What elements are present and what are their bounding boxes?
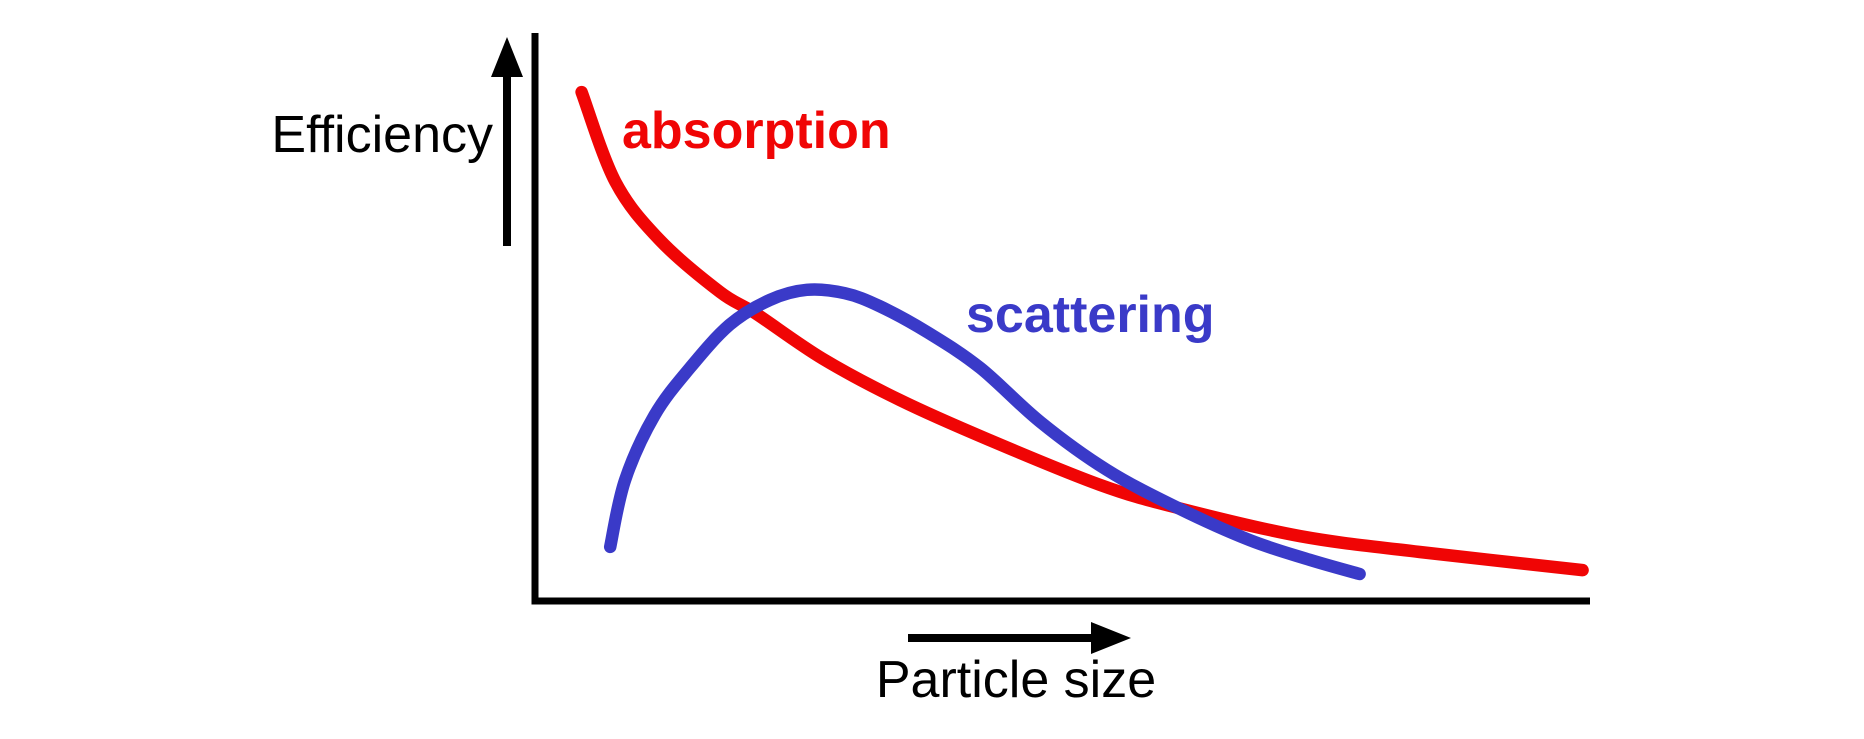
y-axis-label: Efficiency (271, 106, 493, 164)
absorption-curve (575, 85, 1589, 577)
x-axis-arrow (908, 622, 1131, 654)
scattering-curve-label: scattering (966, 286, 1215, 344)
absorption-curve-label: absorption (622, 102, 891, 160)
x-axis-label: Particle size (876, 651, 1156, 709)
x-arrow-head-icon (1091, 622, 1131, 654)
y-axis-arrow (491, 37, 523, 246)
y-arrow-head-icon (491, 37, 523, 77)
scattering-curve (603, 283, 1366, 581)
